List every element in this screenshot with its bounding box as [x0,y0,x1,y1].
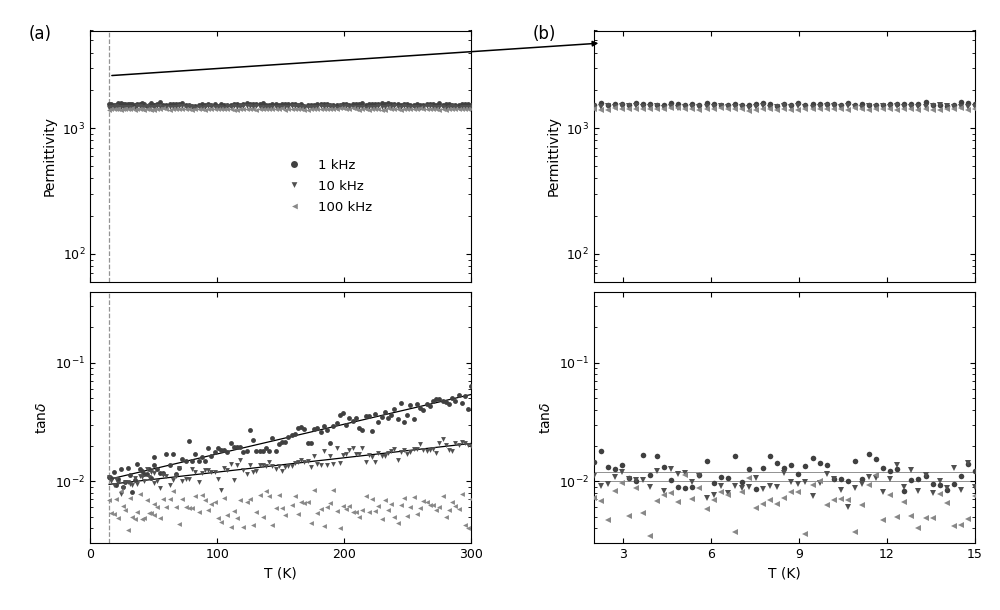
X-axis label: T (K): T (K) [264,566,297,580]
Y-axis label: Permittivity: Permittivity [43,116,57,196]
Y-axis label: Permittivity: Permittivity [546,116,560,196]
Text: (a): (a) [29,26,52,43]
Y-axis label: tan$\delta$: tan$\delta$ [539,401,553,434]
Y-axis label: tan$\delta$: tan$\delta$ [35,401,49,434]
Legend: 1 kHz, 10 kHz, 100 kHz: 1 kHz, 10 kHz, 100 kHz [276,154,377,219]
X-axis label: T (K): T (K) [768,566,801,580]
Text: (b): (b) [532,26,556,43]
